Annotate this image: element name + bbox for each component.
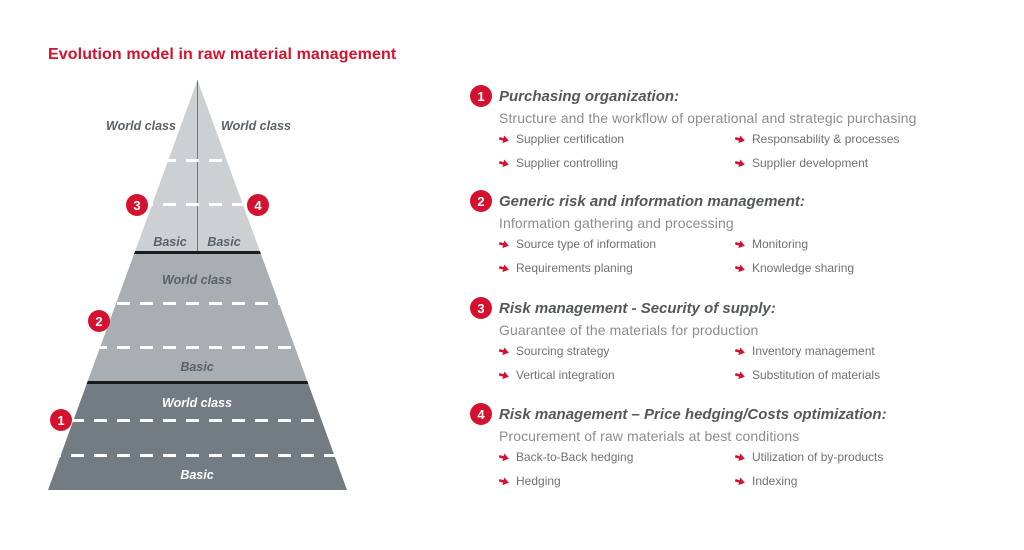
- bullet-label: Utilization of by-products: [752, 450, 884, 464]
- bullet-item: Supplier development: [734, 156, 1015, 170]
- bullet-item: Supplier certification: [498, 132, 735, 146]
- section-generic-risk-information: 2 Generic risk and information managemen…: [470, 190, 1015, 275]
- pyramid-tier-separator-line: [48, 251, 347, 254]
- bullet-label: Requirements planing: [516, 261, 633, 275]
- arrow-right-icon: [734, 347, 745, 356]
- pyramid-label-worldclass-top-right: World class: [221, 119, 291, 133]
- section-2-subtitle: Information gathering and processing: [499, 215, 734, 231]
- pyramid-dashed-line: [48, 346, 347, 349]
- arrow-right-icon: [734, 264, 745, 273]
- arrow-right-icon: [498, 240, 509, 249]
- bullet-item: Vertical integration: [498, 368, 735, 382]
- pyramid-tier-bottom: [48, 383, 347, 490]
- bullet-item: Substitution of materials: [734, 368, 1015, 382]
- section-4-number-badge: 4: [470, 403, 492, 425]
- bullet-label: Substitution of materials: [752, 368, 881, 382]
- pyramid-marker-4: 4: [247, 194, 269, 216]
- arrow-right-icon: [734, 371, 745, 380]
- bullet-label: Supplier controlling: [516, 156, 619, 170]
- pyramid-dashed-line: [48, 302, 347, 305]
- pyramid-apex-divider-line: [197, 80, 198, 251]
- bullet-item: Utilization of by-products: [734, 450, 1015, 464]
- bullet-label: Supplier certification: [516, 132, 625, 146]
- section-1-number-badge: 1: [470, 85, 492, 107]
- bullet-label: Source type of information: [516, 237, 657, 251]
- bullet-label: Vertical integration: [516, 368, 615, 382]
- pyramid-label-basic-top-right: Basic: [207, 235, 241, 249]
- section-3-subtitle: Guarantee of the materials for productio…: [499, 322, 759, 338]
- bullet-label: Hedging: [516, 474, 561, 488]
- pyramid-dashed-line: [48, 159, 347, 162]
- arrow-right-icon: [498, 135, 509, 144]
- section-4-subtitle: Procurement of raw materials at best con…: [499, 428, 800, 444]
- bullet-label: Knowledge sharing: [752, 261, 855, 275]
- arrow-right-icon: [498, 477, 509, 486]
- arrow-right-icon: [498, 453, 509, 462]
- arrow-right-icon: [734, 477, 745, 486]
- section-2-title: Generic risk and information management:: [499, 192, 805, 210]
- bullet-item: Supplier controlling: [498, 156, 735, 170]
- pyramid-tier-separator-line: [48, 381, 347, 384]
- section-purchasing-organization: 1 Purchasing organization: Structure and…: [470, 85, 1015, 170]
- pyramid-label-worldclass-top-left: World class: [106, 119, 176, 133]
- arrow-right-icon: [734, 135, 745, 144]
- section-1-title: Purchasing organization:: [499, 87, 680, 105]
- section-4-title: Risk management – Price hedging/Costs op…: [499, 405, 887, 423]
- bullet-label: Back-to-Back hedging: [516, 450, 634, 464]
- pyramid-label-basic-middle: Basic: [180, 360, 214, 374]
- pyramid-dashed-line: [48, 454, 347, 457]
- page-title: Evolution model in raw material manageme…: [48, 46, 397, 63]
- arrow-right-icon: [498, 371, 509, 380]
- bullet-label: Responsability & processes: [752, 132, 900, 146]
- section-3-number-badge: 3: [470, 297, 492, 319]
- bullet-label: Inventory management: [752, 344, 875, 358]
- pyramid-marker-3: 3: [126, 194, 148, 216]
- pyramid-marker-2: 2: [88, 310, 110, 332]
- section-risk-price-hedging: 4 Risk management – Price hedging/Costs …: [470, 403, 1015, 488]
- bullet-item: Responsability & processes: [734, 132, 1015, 146]
- bullet-item: Indexing: [734, 474, 1015, 488]
- pyramid-dashed-line: [48, 419, 347, 422]
- bullet-item: Inventory management: [734, 344, 1015, 358]
- arrow-right-icon: [498, 264, 509, 273]
- pyramid-marker-1: 1: [50, 409, 72, 431]
- bullet-item: Sourcing strategy: [498, 344, 735, 358]
- pyramid-label-worldclass-middle: World class: [162, 273, 232, 287]
- pyramid-label-basic-top-left: Basic: [153, 235, 187, 249]
- bullet-label: Indexing: [752, 474, 798, 488]
- arrow-right-icon: [498, 159, 509, 168]
- bullet-item: Requirements planing: [498, 261, 735, 275]
- bullet-label: Monitoring: [752, 237, 809, 251]
- bullet-label: Supplier development: [752, 156, 869, 170]
- section-1-subtitle: Structure and the workflow of operationa…: [499, 110, 917, 126]
- pyramid-label-worldclass-bottom: World class: [162, 396, 232, 410]
- bullet-label: Sourcing strategy: [516, 344, 610, 358]
- section-risk-security-of-supply: 3 Risk management - Security of supply: …: [470, 297, 1015, 382]
- bullet-item: Knowledge sharing: [734, 261, 1015, 275]
- section-3-title: Risk management - Security of supply:: [499, 299, 776, 317]
- bullet-item: Source type of information: [498, 237, 735, 251]
- arrow-right-icon: [498, 347, 509, 356]
- pyramid-label-basic-bottom: Basic: [180, 468, 214, 482]
- pyramid-dashed-line: [48, 203, 347, 206]
- arrow-right-icon: [734, 159, 745, 168]
- section-2-number-badge: 2: [470, 190, 492, 212]
- arrow-right-icon: [734, 240, 745, 249]
- bullet-item: Back-to-Back hedging: [498, 450, 735, 464]
- arrow-right-icon: [734, 453, 745, 462]
- bullet-item: Monitoring: [734, 237, 1015, 251]
- bullet-item: Hedging: [498, 474, 735, 488]
